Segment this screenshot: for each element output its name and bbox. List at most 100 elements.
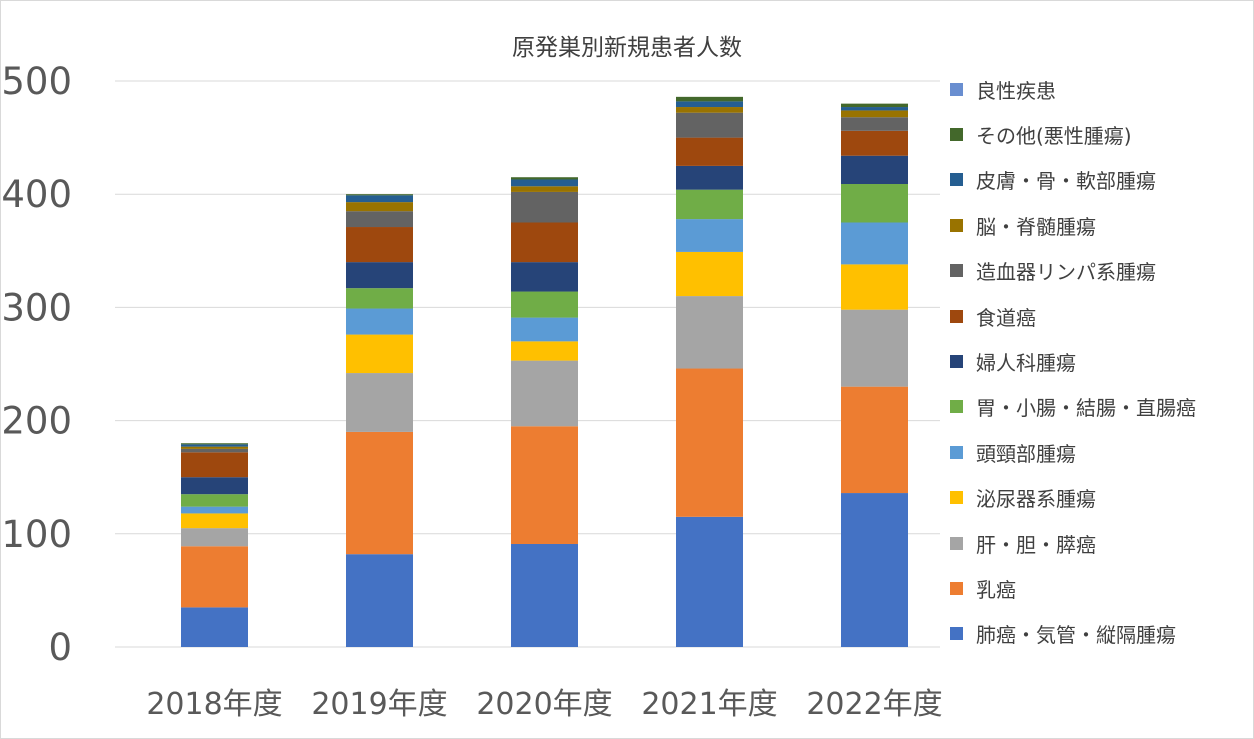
y-tick-label: 0 (48, 626, 72, 669)
bar-segment (841, 107, 908, 111)
legend-swatch (950, 127, 963, 141)
legend-label: 胃・小腸・結腸・直腸癌 (976, 396, 1196, 421)
bar-segment (676, 219, 743, 252)
bar-segment (181, 546, 248, 608)
x-tick-label: 2020年度 (476, 687, 612, 722)
legend-swatch (950, 536, 963, 550)
bar-segment (841, 222, 908, 265)
bar-segment (181, 494, 248, 507)
bar-segment (346, 288, 413, 309)
legend-swatch (950, 218, 963, 232)
legend-swatch (950, 82, 963, 96)
legend-label: 脳・脊髄腫瘍 (976, 214, 1096, 239)
y-tick-label: 200 (1, 400, 72, 443)
legend-item: 脳・脊髄腫瘍 (950, 210, 1250, 240)
legend-label: 造血器リンパ系腫瘍 (976, 260, 1156, 285)
bar-segment (511, 543, 578, 647)
x-tick-label: 2022年度 (806, 687, 942, 722)
bar-segment (676, 516, 743, 647)
bar-segment (841, 103, 908, 108)
legend-swatch (950, 627, 963, 641)
y-tick-label: 400 (1, 173, 72, 216)
legend-swatch (950, 264, 963, 278)
legend-item: 頭頸部腫瘍 (950, 437, 1250, 467)
legend-item: 胃・小腸・結腸・直腸癌 (950, 392, 1250, 422)
y-tick-label: 100 (1, 513, 72, 556)
legend-label: 良性疾患 (976, 78, 1056, 103)
legend-label: 泌尿器系腫瘍 (976, 487, 1096, 512)
bar-segment (181, 452, 248, 478)
bar-segment (676, 137, 743, 166)
bar-segment (511, 179, 578, 187)
x-tick-label: 2021年度 (641, 687, 777, 722)
y-tick-label: 300 (1, 286, 72, 329)
bar-segment (676, 96, 743, 102)
bar-segment (181, 444, 248, 447)
bar-segment (181, 506, 248, 514)
legend-swatch (950, 581, 963, 595)
legend-swatch (950, 309, 963, 323)
bar-segment (841, 184, 908, 223)
x-tick-label: 2019年度 (311, 687, 447, 722)
legend-item: 肝・胆・膵癌 (950, 528, 1250, 558)
bar-segment (511, 426, 578, 544)
bar-segment (511, 317, 578, 342)
bar-segment (511, 186, 578, 192)
legend-label: 食道癌 (976, 305, 1036, 330)
bar-segment (346, 334, 413, 374)
legend-swatch (950, 173, 963, 187)
legend-label: 皮膚・骨・軟部腫瘍 (976, 169, 1156, 194)
legend-item: 肺癌・気管・縦隔腫瘍 (950, 619, 1250, 649)
legend-label: 頭頸部腫瘍 (976, 441, 1076, 466)
bar-segment (676, 296, 743, 369)
bar-segment (511, 341, 578, 361)
legend-item: 婦人科腫瘍 (950, 346, 1250, 376)
bar-segment (511, 262, 578, 292)
legend-label: その他(悪性腫瘍) (976, 123, 1132, 148)
bar-segment (676, 112, 743, 138)
bar-segment (841, 386, 908, 494)
bar-segment (676, 368, 743, 517)
bar-segment (346, 195, 413, 203)
x-tick-label: 2018年度 (146, 687, 282, 722)
bar-segment (181, 443, 248, 445)
bar-segment (841, 110, 908, 118)
bar-segment (511, 222, 578, 263)
legend-item: その他(悪性腫瘍) (950, 119, 1250, 149)
legend-item: 皮膚・骨・軟部腫瘍 (950, 165, 1250, 195)
bar-segment (841, 155, 908, 185)
bar-segment (511, 177, 578, 180)
bar-segment (841, 309, 908, 387)
legend-item: 食道癌 (950, 301, 1250, 331)
bar-segment (346, 202, 413, 212)
legend-swatch (950, 491, 963, 505)
bar-segment (346, 227, 413, 263)
bar-segment (676, 107, 743, 113)
legend-item: 造血器リンパ系腫瘍 (950, 256, 1250, 286)
y-tick-label: 500 (1, 60, 72, 103)
bar-segment (841, 130, 908, 156)
bar-segment (676, 165, 743, 190)
bar-segment (841, 493, 908, 647)
bar-segment (181, 607, 248, 647)
bar-segment (181, 528, 248, 547)
bar-segment (346, 211, 413, 228)
bar-segment (346, 431, 413, 555)
bar-segment (841, 117, 908, 131)
bar-segment (511, 191, 578, 223)
bar-segment (676, 189, 743, 220)
legend-label: 肺癌・気管・縦隔腫瘍 (976, 623, 1176, 648)
legend-item: 乳癌 (950, 573, 1250, 603)
legend-item: 良性疾患 (950, 74, 1250, 104)
bar-segment (181, 446, 248, 449)
bar-segment (346, 194, 413, 196)
bar-segment (181, 448, 248, 453)
bar-segment (346, 262, 413, 289)
bar-segment (346, 373, 413, 432)
bar-segment (511, 360, 578, 427)
legend-swatch (950, 400, 963, 414)
legend-label: 乳癌 (976, 577, 1016, 602)
legend-swatch (950, 354, 963, 368)
legend-item: 泌尿器系腫瘍 (950, 483, 1250, 513)
